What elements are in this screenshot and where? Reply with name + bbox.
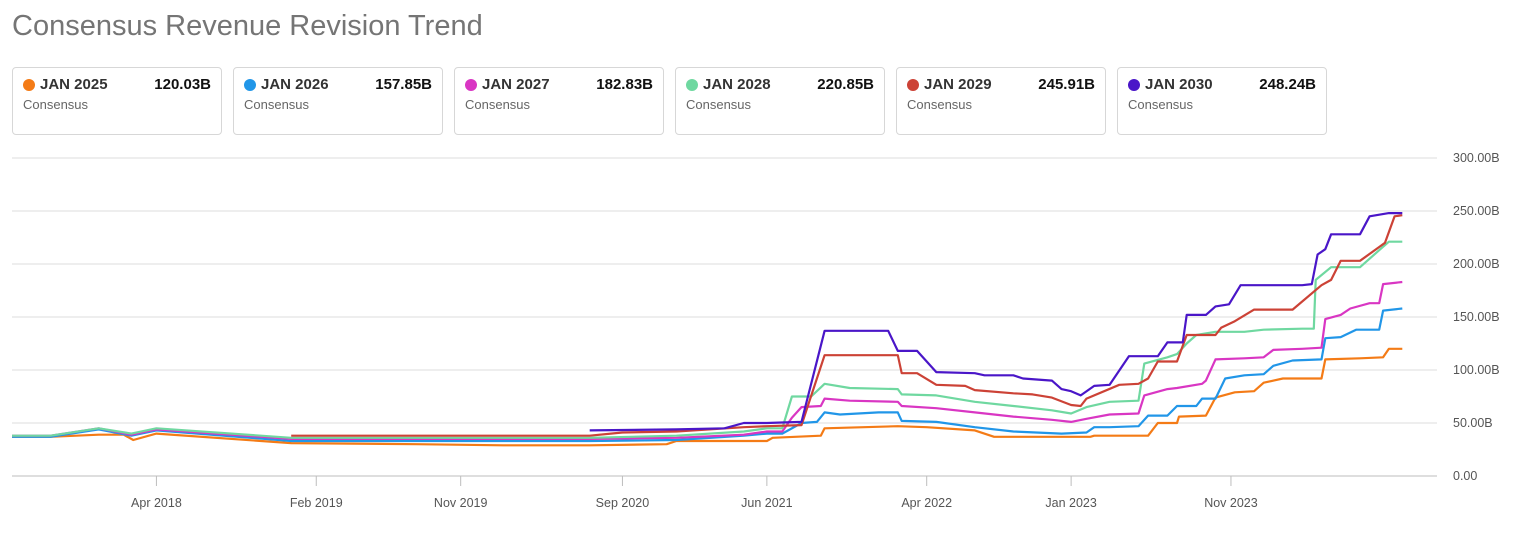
series-sublabel: Consensus [907,97,973,112]
x-tick-label: Nov 2023 [1204,496,1258,510]
y-tick-label: 300.00B [1453,151,1500,165]
series-color-dot [465,78,477,91]
y-tick-label: 100.00B [1453,363,1500,377]
series-label: JAN 2030 [1145,76,1213,93]
x-tick-label: Jan 2023 [1045,496,1096,510]
series-card-jan-2029[interactable]: JAN 2029 245.91B Consensus [896,67,1106,135]
series-color-dot [23,78,35,91]
series-line-jan-2028[interactable] [12,240,1403,439]
series-color-dot [907,78,919,91]
series-label: JAN 2028 [703,76,771,93]
series-value: 157.85B [375,76,432,93]
y-tick-label: 250.00B [1453,204,1500,218]
x-tick-label: Apr 2018 [131,496,182,510]
y-tick-label: 50.00B [1453,416,1493,430]
series-value: 120.03B [154,76,211,93]
series-label: JAN 2027 [482,76,550,93]
series-line-jan-2030[interactable] [589,212,1403,432]
series-line-jan-2029[interactable] [291,214,1403,437]
series-cards: JAN 2025 120.03B Consensus JAN 2026 157.… [12,67,1327,135]
series-card-jan-2028[interactable]: JAN 2028 220.85B Consensus [675,67,885,135]
series-sublabel: Consensus [686,97,752,112]
series-label: JAN 2029 [924,76,992,93]
y-tick-label: 200.00B [1453,257,1500,271]
y-tick-label: 150.00B [1453,310,1500,324]
x-tick-label: Apr 2022 [901,496,952,510]
series-value: 245.91B [1038,76,1095,93]
x-tick-label: Feb 2019 [290,496,343,510]
series-sublabel: Consensus [23,97,89,112]
series-card-jan-2026[interactable]: JAN 2026 157.85B Consensus [233,67,443,135]
series-label: JAN 2025 [40,76,108,93]
x-tick-label: Jun 2021 [741,496,792,510]
series-value: 182.83B [596,76,653,93]
series-value: 248.24B [1259,76,1316,93]
y-tick-label: 0.00 [1453,469,1477,483]
series-sublabel: Consensus [1128,97,1194,112]
series-card-jan-2030[interactable]: JAN 2030 248.24B Consensus [1117,67,1327,135]
series-line-jan-2026[interactable] [12,307,1403,443]
series-color-dot [686,78,698,91]
series-label: JAN 2026 [261,76,329,93]
series-line-jan-2025[interactable] [12,347,1403,447]
series-color-dot [1128,78,1140,91]
x-tick-label: Nov 2019 [434,496,488,510]
series-sublabel: Consensus [244,97,310,112]
page-title: Consensus Revenue Revision Trend [12,10,483,42]
revision-line-chart[interactable]: 0.00 50.00B 100.00B 150.00B 200.00B 250.00B 30… [0,140,1540,540]
series-color-dot [244,78,256,91]
series-card-jan-2025[interactable]: JAN 2025 120.03B Consensus [12,67,222,135]
series-value: 220.85B [817,76,874,93]
x-tick-label: Sep 2020 [596,496,650,510]
series-card-jan-2027[interactable]: JAN 2027 182.83B Consensus [454,67,664,135]
series-line-jan-2027[interactable] [12,280,1403,440]
series-sublabel: Consensus [465,97,531,112]
